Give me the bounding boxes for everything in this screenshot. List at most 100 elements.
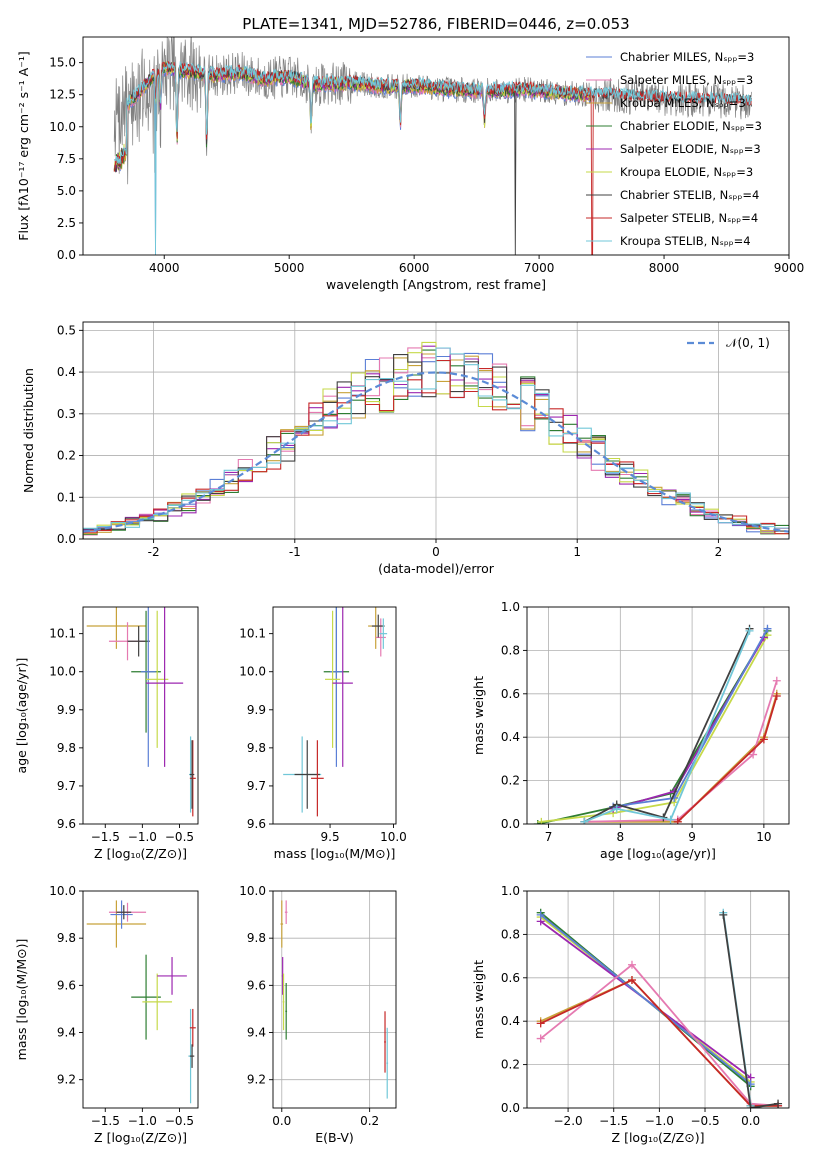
weight-marker <box>612 804 621 813</box>
y-tick-label: 5.0 <box>57 184 76 198</box>
weight-line <box>584 680 778 823</box>
spectrum-legend: Chabrier MILES, Nₛₚₚ=3 Salpeter MILES, Nₛ… <box>586 50 762 248</box>
y-tick-label: 9.8 <box>247 931 266 945</box>
plot-area <box>533 624 781 824</box>
x-tick-label: 5000 <box>274 261 305 275</box>
y-axis-label: mass weight <box>471 676 486 755</box>
y-tick-label: 0.0 <box>57 248 76 262</box>
x-tick-label: −1.0 <box>128 1114 157 1128</box>
x-tick-label: 1 <box>573 545 581 559</box>
weight-marker <box>772 691 781 700</box>
x-tick-label: 8000 <box>649 261 680 275</box>
y-axis-label: age [log₁₀(age/yr)] <box>14 658 29 774</box>
x-tick-label: 7000 <box>524 261 555 275</box>
weight-marker <box>745 626 754 635</box>
y-axis-label: mass weight <box>471 960 486 1039</box>
weight-line <box>537 630 769 824</box>
x-tick-label: 10.0 <box>380 830 407 844</box>
figure-title: PLATE=1341, MJD=52786, FIBERID=0446, z=0… <box>242 15 629 33</box>
y-tick-label: 15.0 <box>49 56 76 70</box>
axes-frame <box>526 606 790 825</box>
x-tick-label: 8 <box>616 830 624 844</box>
y-tick-label: 9.6 <box>247 817 266 831</box>
weight-marker <box>537 817 546 824</box>
weight-marker <box>666 815 675 824</box>
x-tick-label: 6000 <box>399 261 430 275</box>
axes-frame <box>272 890 397 1109</box>
legend-entry: Chabrier MILES, Nₛₚₚ=3 <box>620 50 754 64</box>
weight-line <box>612 636 765 810</box>
legend-entry: 𝒩(0, 1) <box>726 336 770 350</box>
x-axis-label: wavelength [Angstrom, rest frame] <box>326 277 546 292</box>
weight-marker <box>536 1034 545 1043</box>
panel-age-weight: 7 8 9 10 0.0 0.2 0.4 0.6 0.8 1.0 age [log₁₀(age/yr… <box>471 600 790 861</box>
weight-marker <box>580 817 589 824</box>
x-axis-label: Z [log₁₀(Z/Z⊙)] <box>94 846 187 861</box>
x-tick-label: 10 <box>756 830 771 844</box>
residual-histogram <box>83 347 789 539</box>
weight-line <box>584 693 778 823</box>
y-tick-label: 1.0 <box>501 884 520 898</box>
y-tick-label: 9.2 <box>247 1073 266 1087</box>
y-tick-label: 10.1 <box>49 627 76 641</box>
y-tick-label: 9.6 <box>57 817 76 831</box>
legend-entry: Salpeter MILES, Nₛₚₚ=3 <box>620 73 753 87</box>
x-tick-label: −1.5 <box>91 1114 120 1128</box>
y-tick-label: 9.2 <box>57 1073 76 1087</box>
x-tick-label: −0.5 <box>690 1114 719 1128</box>
y-tick-label: 9.4 <box>247 1026 266 1040</box>
y-tick-label: 10.0 <box>49 884 76 898</box>
panel-mass-age: 9.5 10.0 9.6 9.7 9.8 9.9 10.0 10.1 mass [log₁₀(M… <box>239 606 407 861</box>
plot-area <box>113 37 752 255</box>
plot-area <box>86 607 196 817</box>
y-tick-label: 0.6 <box>501 687 520 701</box>
y-tick-label: 9.4 <box>57 1026 76 1040</box>
plot-area <box>280 900 389 1099</box>
weight-line <box>541 634 769 823</box>
weight-line <box>722 914 779 1108</box>
y-tick-label: 7.5 <box>57 152 76 166</box>
x-tick-label: 0.2 <box>360 1114 379 1128</box>
panel-z-mass: −1.5 −1.0 −0.5 9.2 9.4 9.6 9.8 10.0 Z [log₁₀(Z/Z… <box>14 884 199 1145</box>
y-tick-label: 0.0 <box>501 817 520 831</box>
y-tick-label: 0.0 <box>501 1101 520 1115</box>
y-tick-label: 0.2 <box>501 1058 520 1072</box>
weight-marker <box>719 910 728 919</box>
x-tick-label: 4000 <box>149 261 180 275</box>
weight-marker <box>627 960 636 969</box>
weight-marker <box>673 817 682 824</box>
x-tick-label: −1.5 <box>599 1114 628 1128</box>
weight-marker <box>536 910 545 919</box>
y-tick-label: 0.4 <box>501 1014 520 1028</box>
y-tick-label: 9.8 <box>57 741 76 755</box>
x-tick-label: 0.0 <box>272 1114 291 1128</box>
x-axis-label: mass [log₁₀(M/M⊙)] <box>274 846 396 861</box>
x-tick-label: -2 <box>148 545 160 559</box>
x-axis-label: age [log₁₀(age/yr)] <box>600 846 716 861</box>
x-tick-label: 0 <box>432 545 440 559</box>
y-tick-label: 1.0 <box>501 600 520 614</box>
x-tick-label: -1 <box>289 545 301 559</box>
panel-ebv-mass: 0.0 0.2 9.2 9.4 9.6 9.8 10.0 E(B-V) <box>239 884 397 1145</box>
panel-spectrum: 4000 5000 6000 7000 8000 9000 0.0 2.5 5.0 7.5 10.0… <box>16 36 805 292</box>
weight-line <box>612 628 769 808</box>
x-tick-label: −1.0 <box>128 830 157 844</box>
axes-frame <box>272 606 397 825</box>
y-tick-label: 0.4 <box>57 365 76 379</box>
panel-residuals: -2 -1 0 1 2 0.0 0.1 0.2 0.3 0.4 0.5 (data-model)/er… <box>21 321 790 576</box>
x-tick-label: 9.5 <box>321 830 340 844</box>
plot-area <box>536 908 783 1108</box>
legend-entry: Salpeter ELODIE, Nₛₚₚ=3 <box>620 142 761 156</box>
y-tick-label: 0.6 <box>501 971 520 985</box>
spectrum-model-line <box>113 60 752 255</box>
x-tick-label: 9000 <box>774 261 805 275</box>
panel-z-weight: −2.0 −1.5 −1.0 −0.5 0.0 0.0 0.2 0.4 0.6 0.8 1.0 Z [… <box>471 884 790 1145</box>
weight-marker <box>774 1099 783 1108</box>
y-tick-label: 10.0 <box>49 120 76 134</box>
axes-frame <box>526 890 790 1109</box>
weight-line <box>540 914 752 1085</box>
x-tick-label: −1.5 <box>91 830 120 844</box>
legend-entry: Chabrier STELIB, Nₛₚₚ=4 <box>620 188 759 202</box>
y-tick-label: 9.9 <box>57 703 76 717</box>
y-tick-label: 10.0 <box>239 884 266 898</box>
